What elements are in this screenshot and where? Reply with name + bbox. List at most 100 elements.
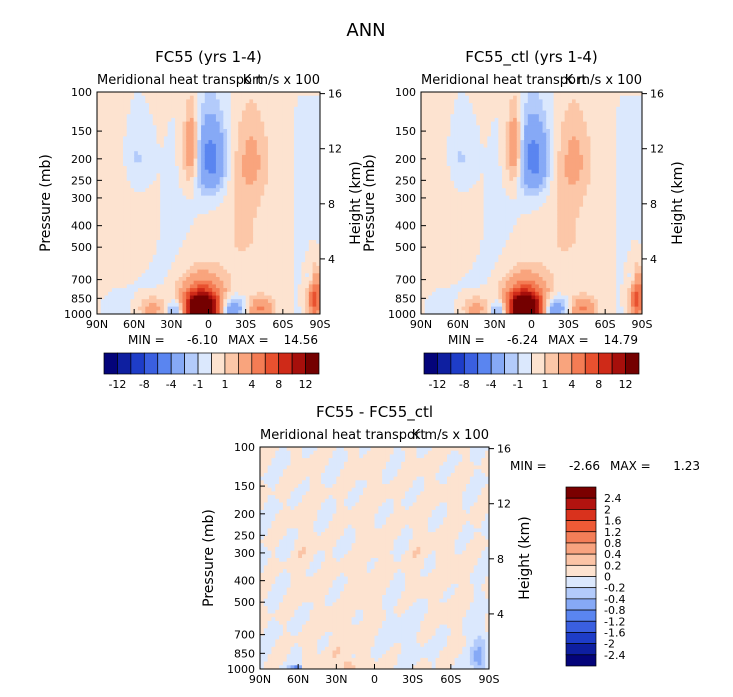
y-tick-label: 100 (395, 86, 416, 99)
min-value: -6.24 (507, 333, 538, 347)
y2-axis-label: Height (km) (670, 161, 686, 244)
panel-subtitle-right: K m/s x 100 (565, 73, 642, 88)
y-tick-label: 100 (234, 441, 255, 454)
colorbar-swatch (198, 353, 211, 374)
y-tick-label: 850 (395, 292, 416, 305)
min-label: MIN = (128, 333, 165, 347)
colorbar-swatch (599, 353, 612, 374)
y2-tick-label: 12 (650, 143, 664, 156)
colorbar-label: 1 (221, 378, 228, 391)
contour-fill (97, 92, 321, 315)
colorbar-swatch (545, 353, 558, 374)
colorbar-swatch (566, 621, 596, 632)
panel-title: FC55_ctl (yrs 1-4) (465, 48, 598, 67)
y-tick-label: 200 (234, 508, 255, 521)
colorbar-label: 1 (541, 378, 548, 391)
panel-subtitle-left: Meridional heat transport (260, 428, 425, 443)
y-tick-label: 300 (71, 192, 92, 205)
colorbar-label: 4 (568, 378, 575, 391)
contour-panel-3: FC55 - FC55_ctl Meridional heat transport… (201, 403, 700, 686)
y2-tick-label: 12 (497, 498, 511, 511)
y2-tick-label: 8 (497, 553, 504, 566)
panel-subtitle-right: K m/s x 100 (243, 73, 320, 88)
colorbar-swatch (279, 353, 292, 374)
panel-subtitle-left: Meridional heat transport (421, 73, 586, 88)
contour-panel-1: FC55 (yrs 1-4)Meridional heat transportK… (38, 48, 364, 391)
colorbar-swatch (566, 487, 596, 498)
colorbar-swatch (491, 353, 504, 374)
colorbar-swatch (306, 353, 319, 374)
colorbar-label: -2.4 (604, 649, 625, 662)
colorbar-swatch (158, 353, 171, 374)
y-tick-label: 400 (71, 220, 92, 233)
y2-tick-label: 16 (650, 88, 664, 101)
colorbar-swatch (566, 543, 596, 554)
y2-tick-label: 8 (328, 198, 335, 211)
colorbar-swatch (566, 498, 596, 509)
colorbar-swatch (131, 353, 144, 374)
y-tick-label: 200 (71, 153, 92, 166)
x-tick-label: 30S (235, 318, 256, 331)
x-tick-label: 0 (528, 318, 535, 331)
x-tick-label: 30S (402, 673, 423, 686)
y-tick-label: 150 (71, 125, 92, 138)
contour-fill (421, 92, 643, 315)
colorbar-swatch (464, 353, 477, 374)
y2-tick-label: 4 (497, 608, 504, 621)
colorbar-swatch (478, 353, 491, 374)
x-tick-label: 60S (272, 318, 293, 331)
colorbar-swatch (117, 353, 130, 374)
min-value: -2.66 (569, 459, 600, 473)
x-tick-label: 90S (632, 318, 653, 331)
x-tick-label: 60N (123, 318, 145, 331)
colorbar-swatch (252, 353, 265, 374)
y-tick-label: 250 (234, 529, 255, 542)
x-tick-label: 60N (447, 318, 469, 331)
y-tick-label: 850 (71, 292, 92, 305)
y2-tick-label: 12 (328, 143, 342, 156)
colorbar-swatch (225, 353, 238, 374)
colorbar-swatch (265, 353, 278, 374)
y-tick-label: 250 (395, 174, 416, 187)
x-tick-label: 90S (310, 318, 331, 331)
panel-title: FC55 - FC55_ctl (316, 403, 433, 422)
colorbar-swatch (171, 353, 184, 374)
max-label: MAX = (610, 459, 651, 473)
y-tick-label: 500 (71, 241, 92, 254)
page-title: ANN (346, 20, 385, 41)
y2-tick-label: 16 (328, 88, 342, 101)
colorbar-swatch (566, 521, 596, 532)
colorbar: 2.421.61.20.80.40.20-0.2-0.4-0.8-1.2-1.6… (566, 487, 625, 666)
colorbar-swatch (451, 353, 464, 374)
y-tick-label: 400 (395, 220, 416, 233)
colorbar-label: 4 (248, 378, 255, 391)
x-tick-label: 90N (86, 318, 108, 331)
colorbar-swatch (104, 353, 117, 374)
x-tick-label: 90N (249, 673, 271, 686)
colorbar-label: -4 (166, 378, 177, 391)
colorbar-label: -12 (428, 378, 446, 391)
colorbar-swatch (566, 599, 596, 610)
colorbar-label: -12 (108, 378, 126, 391)
colorbar-swatch (566, 554, 596, 565)
y-tick-label: 150 (395, 125, 416, 138)
y-tick-label: 850 (234, 647, 255, 660)
colorbar-swatch (585, 353, 598, 374)
colorbar-swatch (292, 353, 305, 374)
y-tick-label: 700 (395, 274, 416, 287)
y-tick-label: 250 (71, 174, 92, 187)
colorbar-swatch (437, 353, 450, 374)
y2-axis-label: Height (km) (517, 516, 533, 599)
colorbar-swatch (518, 353, 531, 374)
panel-subtitle-left: Meridional heat transport (97, 73, 262, 88)
y-axis-label: Pressure (mb) (362, 154, 378, 252)
y-tick-label: 200 (395, 153, 416, 166)
x-tick-label: 0 (371, 673, 378, 686)
min-value: -6.10 (187, 333, 218, 347)
colorbar-swatch (566, 577, 596, 588)
y-tick-label: 100 (71, 86, 92, 99)
colorbar-swatch (566, 655, 596, 666)
colorbar-swatch (566, 588, 596, 599)
colorbar-label: 12 (299, 378, 313, 391)
